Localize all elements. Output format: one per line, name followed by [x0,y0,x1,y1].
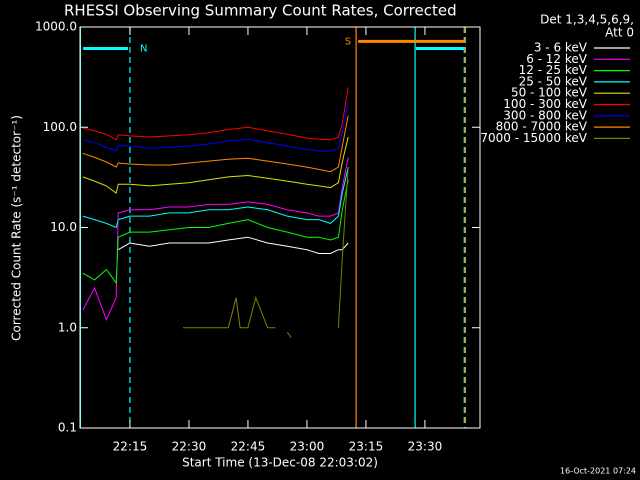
series-line [82,115,349,173]
y-tick-label: 10.0 [50,220,77,234]
x-axis-label: Start Time (13-Dec-08 22:03:02) [182,456,378,470]
series-line [82,87,349,141]
series-line [82,179,349,285]
interval-label: N [140,43,147,54]
y-tick-label: 1.0 [58,320,77,334]
y-tick-label: 100.0 [43,120,77,134]
y-axis-label: Corrected Count Rate (s⁻¹ detector⁻¹) [10,115,24,341]
chart-title: RHESSI Observing Summary Count Rates, Co… [64,2,457,20]
legend-label: 50 - 100 keV [511,86,588,100]
interval-label: S [345,36,351,47]
x-tick-label: 22:15 [113,440,148,454]
legend-label: 300 - 800 keV [503,108,587,122]
plot-frame [79,26,481,429]
legend-label: 25 - 50 keV [519,74,588,88]
y-tick-label: 0.1 [58,421,77,435]
x-tick-label: 23:30 [408,440,443,454]
x-tick-label: 23:15 [349,440,384,454]
legend-header: Att 0 [605,26,634,40]
series-line [183,295,276,329]
legend-label: 12 - 25 keV [519,63,588,77]
legend-label: 100 - 300 keV [503,97,587,111]
series-line [117,236,349,254]
series-line [82,101,349,152]
series-line [82,166,349,229]
x-tick-label: 22:45 [231,440,266,454]
legend-label: 6 - 12 keV [526,52,588,66]
y-tick-label: 1000.0 [35,20,77,34]
series-line [82,136,349,195]
x-tick-label: 23:00 [290,440,325,454]
timestamp: 16-Oct-2021 07:24 [560,467,636,476]
legend-label: 800 - 7000 keV [496,120,588,134]
series-line [286,332,292,338]
series-line [337,167,349,328]
series-line [82,157,349,322]
legend-header: Det 1,3,4,5,6,9, [540,13,634,27]
legend-label: 7000 - 15000 keV [480,131,587,145]
x-tick-label: 22:30 [172,440,207,454]
legend-label: 3 - 6 keV [534,41,588,55]
